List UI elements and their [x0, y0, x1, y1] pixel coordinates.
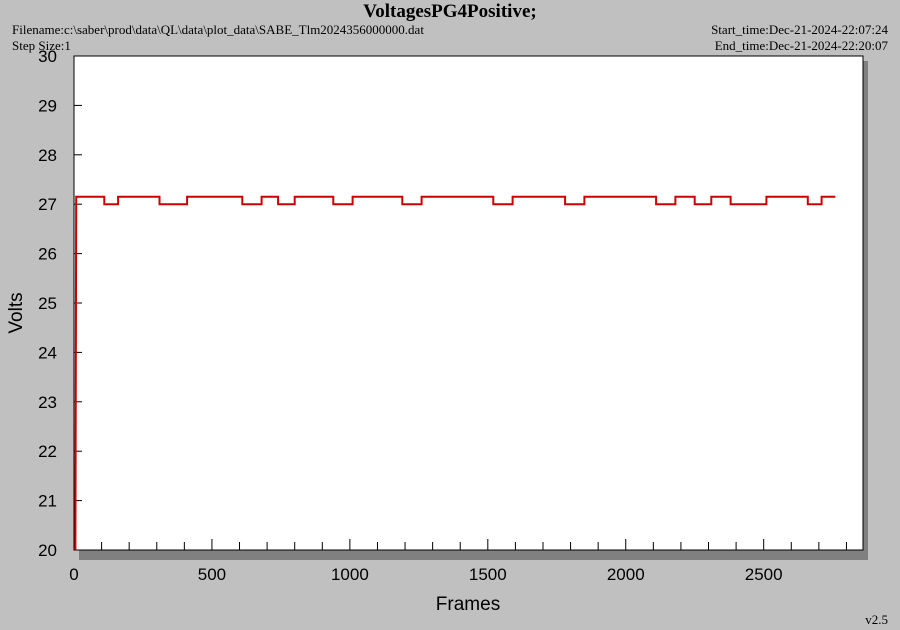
y-tick-label: 20 [38, 541, 57, 560]
y-tick-label: 29 [38, 96, 57, 115]
x-tick-label: 2500 [745, 565, 783, 584]
x-tick-label: 1500 [469, 565, 507, 584]
x-axis: 0 500 1000 1500 2000 2500 [69, 539, 847, 584]
x-tick-label: 1000 [331, 565, 369, 584]
version-label: v2.5 [865, 612, 888, 627]
x-axis-label: Frames [436, 594, 500, 615]
y-axis: 20 21 22 23 24 25 26 27 28 29 30 [38, 47, 82, 560]
chart-title: VoltagesPG4Positive; [363, 1, 537, 22]
y-tick-label: 22 [38, 442, 57, 461]
x-tick-label: 500 [198, 565, 226, 584]
y-axis-label: Volts [6, 292, 27, 333]
end-time-text: End_time:Dec-21-2024-22:20:07 [714, 38, 888, 53]
time-info: Start_time:Dec-21-2024-22:07:24 End_time… [711, 22, 888, 54]
filename-text: Filename:c:\saber\prod\data\QL\data\plot… [12, 22, 424, 37]
plot-area [73, 55, 864, 551]
y-tick-label: 28 [38, 146, 57, 165]
start-time-text: Start_time:Dec-21-2024-22:07:24 [711, 22, 888, 37]
y-tick-label: 24 [38, 343, 57, 362]
step-size-text: Step Size:1 [12, 38, 71, 53]
file-info: Filename:c:\saber\prod\data\QL\data\plot… [12, 22, 424, 54]
series-line [74, 195, 836, 551]
y-tick-label: 30 [38, 47, 57, 66]
series-layer [74, 195, 836, 551]
y-tick-label: 25 [38, 294, 57, 313]
y-tick-label: 21 [38, 492, 57, 511]
y-tick-label: 26 [38, 245, 57, 264]
x-tick-label: 2000 [607, 565, 645, 584]
y-tick-label: 23 [38, 393, 57, 412]
x-tick-label: 0 [69, 565, 78, 584]
y-tick-label: 27 [38, 195, 57, 214]
